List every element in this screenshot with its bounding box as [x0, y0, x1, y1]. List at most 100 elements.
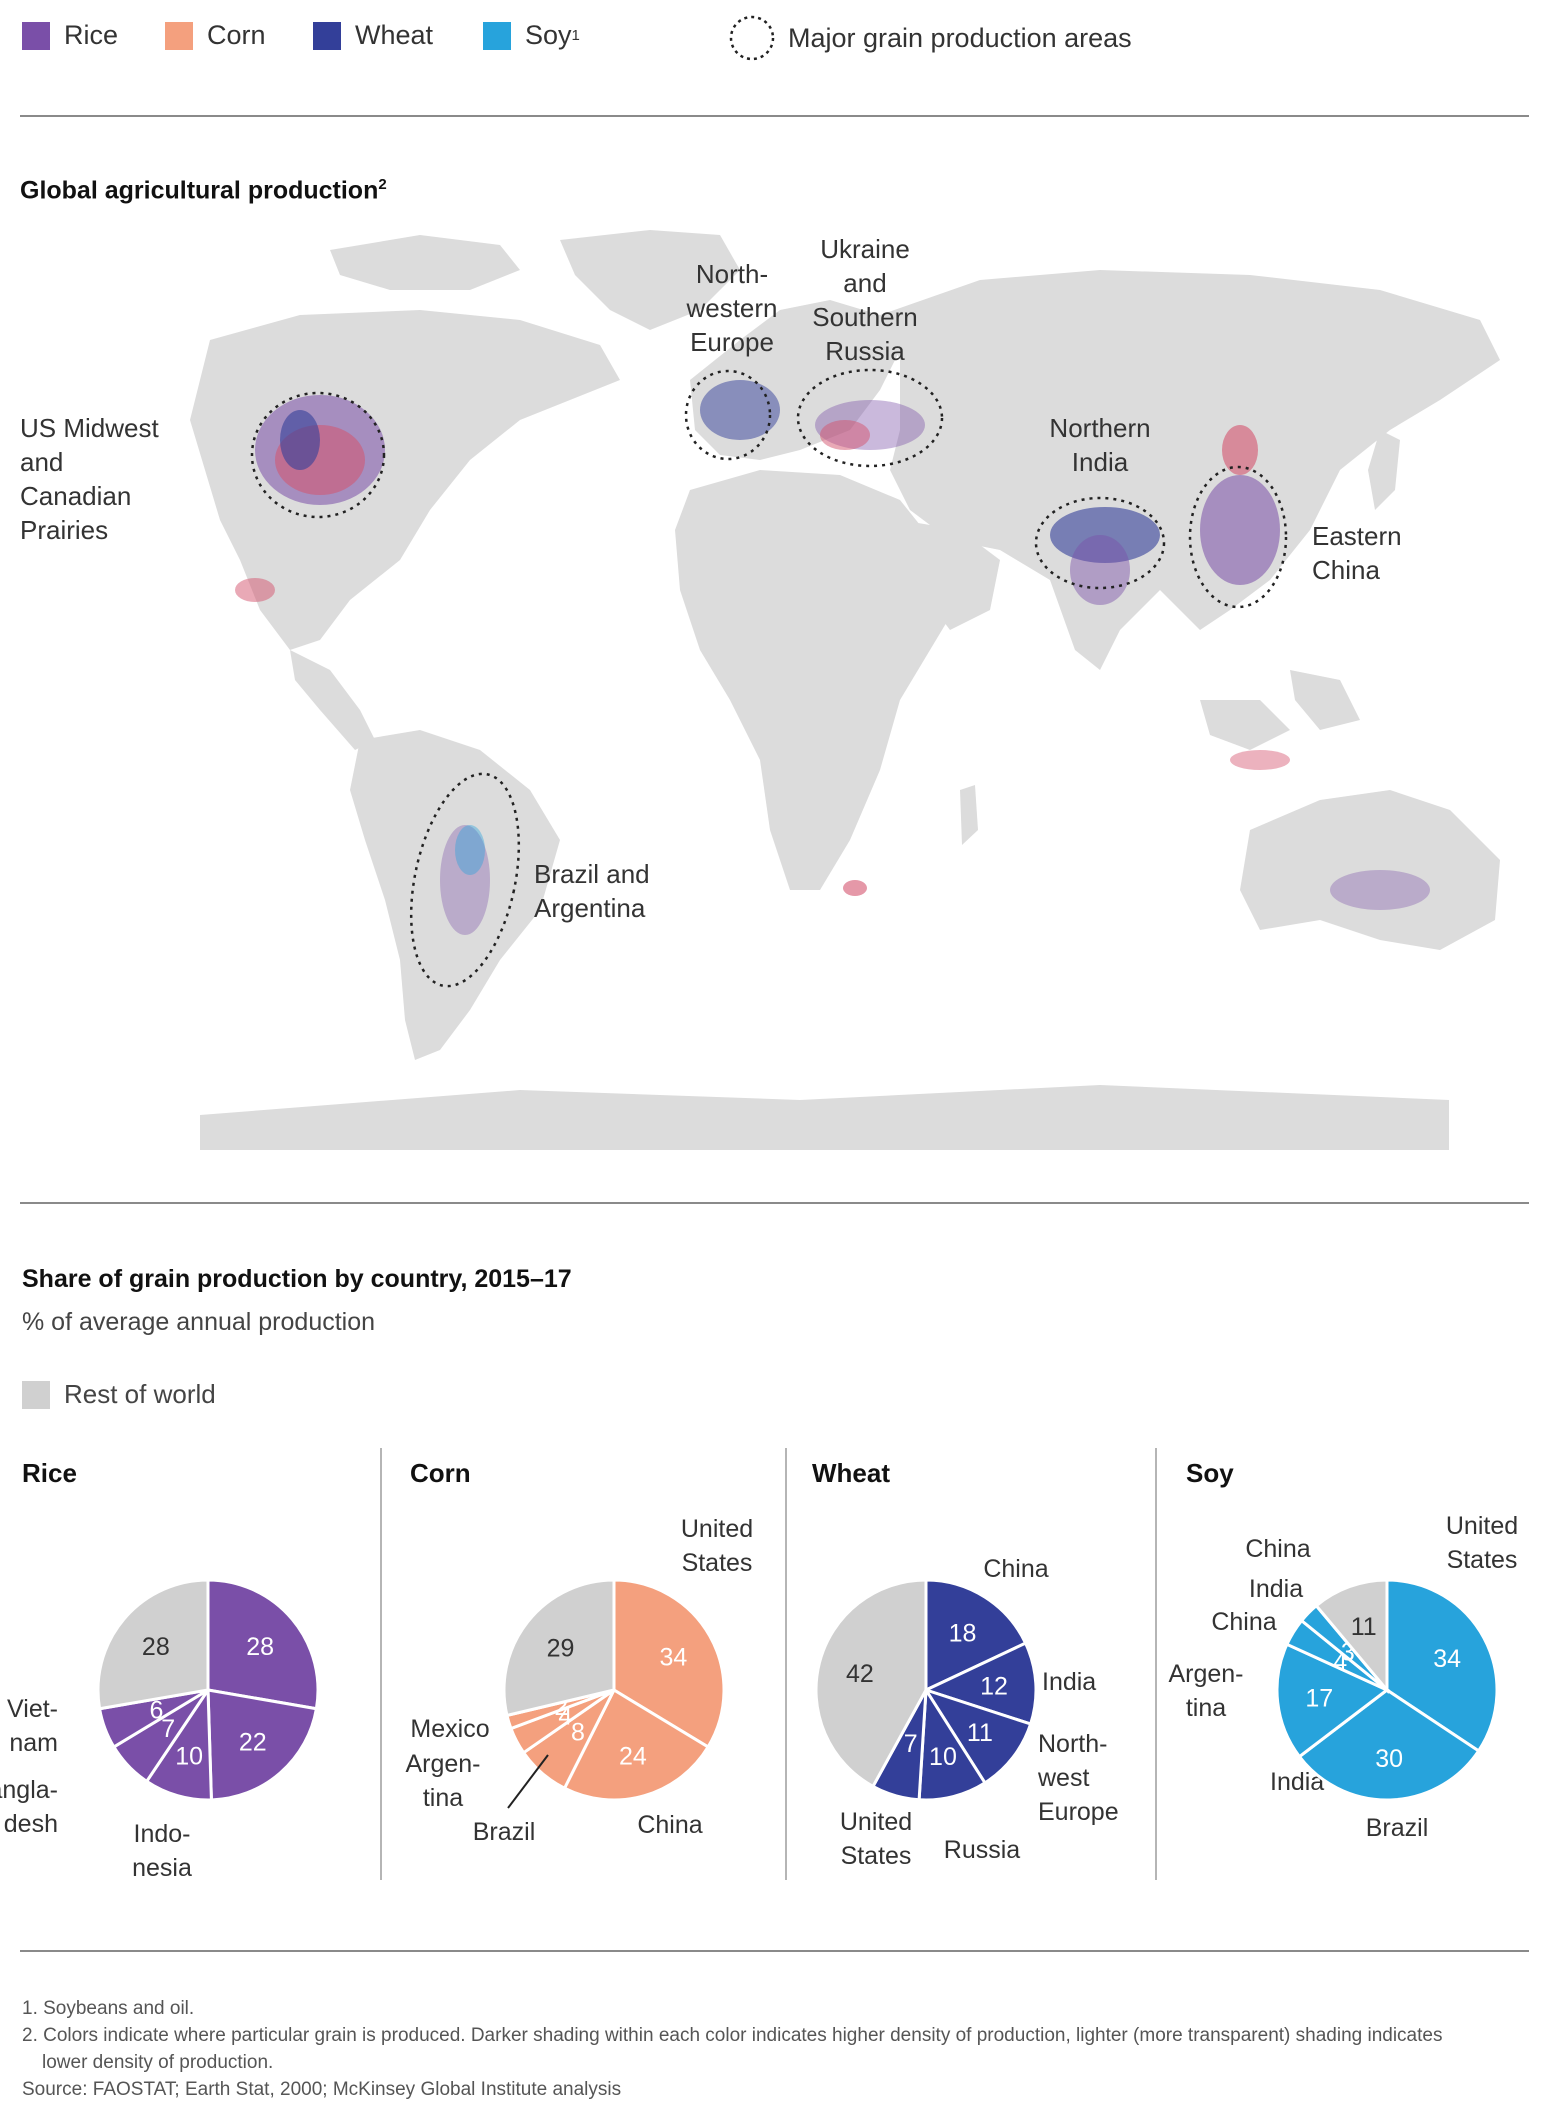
shares-title: Share of grain production by country, 20…	[22, 1265, 572, 1293]
panel-title-soy: Soy	[1186, 1458, 1234, 1488]
pie-country-label: North-west Europe	[1037, 1730, 1119, 1826]
pie-country-label: Viet-nam	[7, 1695, 58, 1757]
dashed-circle-icon	[729, 15, 775, 61]
area-us-midwest	[250, 391, 386, 519]
pie-country-label: China	[1211, 1608, 1276, 1636]
pie-value-label: 28	[246, 1633, 274, 1661]
pie-chart-rice: 2822107628ChinaIndiaIndo-nesiaBangla-des…	[0, 1535, 1324, 1882]
pie-country-label: Brazil	[1366, 1814, 1429, 1842]
pie-slice-brazil	[1297, 1688, 1481, 1802]
world-map	[190, 230, 1500, 1150]
pie-country-label: United States	[681, 1515, 753, 1577]
area-ukraine	[796, 368, 944, 468]
shares-subtitle: % of average annual production	[22, 1308, 376, 1336]
map-title: Global agricultural production2	[20, 176, 387, 205]
map-title-text: Global agricultural production	[20, 176, 379, 205]
pie-value-label: 29	[547, 1635, 575, 1663]
pie-value-label: 12	[980, 1673, 1008, 1701]
legend-swatch-rest	[22, 1380, 50, 1409]
legend-areas: Major grain production areas	[728, 14, 1132, 62]
legend-soy: Soy 1	[483, 20, 580, 51]
legend-swatch-rice	[22, 21, 50, 50]
map-label-ukraine: Ukraine and Southern Russia	[812, 234, 918, 366]
pie-value-label: 8	[571, 1719, 585, 1747]
legend-swatch-corn	[165, 21, 193, 50]
legend-swatch-wheat	[313, 21, 341, 50]
pie-slice-argentina	[1275, 1642, 1390, 1759]
pie-value-label: 10	[175, 1743, 203, 1771]
legend-label-soy: Soy	[525, 20, 572, 50]
pie-slice-rest-of-world	[814, 1578, 928, 1789]
divider-top	[20, 115, 1529, 117]
pie-country-label: United States	[1446, 1512, 1518, 1574]
pie-value-label: 18	[949, 1619, 977, 1647]
panel-separator	[785, 1448, 787, 1880]
legend-label-wheat: Wheat	[355, 20, 434, 50]
pie-value-label: 34	[1433, 1645, 1461, 1673]
legend-label-rice: Rice	[64, 20, 119, 50]
pie-value-label: 11	[967, 1719, 993, 1747]
panel-title-rice: Rice	[22, 1458, 77, 1488]
pie-slice-india	[206, 1688, 319, 1802]
map-label-us: US Midwest and Canadian Prairies	[20, 413, 159, 545]
panel-separator	[1155, 1448, 1157, 1880]
pie-country-label: China	[1245, 1535, 1310, 1563]
legend-rest-of-world: Rest of world	[22, 1379, 216, 1410]
panel-title-corn: Corn	[410, 1458, 471, 1488]
pie-country-label: United States	[840, 1808, 912, 1870]
pie-country-label: China	[637, 1811, 702, 1839]
pie-country-label: Russia	[944, 1836, 1021, 1864]
footnote-source: Source: FAOSTAT; Earth Stat, 2000; McKin…	[22, 2079, 622, 2100]
footnote-1: 1. Soybeans and oil.	[22, 1998, 195, 2019]
production-area-outlines	[250, 368, 1288, 988]
legend-rice: Rice	[22, 20, 118, 51]
pie-value-label: 17	[1305, 1685, 1333, 1713]
pie-country-label: India	[1042, 1668, 1096, 1696]
legend-swatch-soy	[483, 21, 511, 50]
pie-slice-china	[206, 1578, 320, 1711]
pie-value-label: 7	[161, 1715, 175, 1743]
pie-value-label: 22	[239, 1728, 267, 1756]
map-label-nw-europe: North- western Europe	[686, 259, 778, 357]
area-northern-india	[1034, 496, 1166, 590]
pie-country-label: India	[1249, 1575, 1303, 1603]
pie-value-label: 42	[846, 1660, 874, 1688]
pie-country-label: Bangla-desh	[0, 1776, 58, 1838]
pie-charts: 2822107628ChinaIndiaIndo-nesiaBangla-des…	[0, 1512, 1518, 1882]
area-eastern-china	[1188, 465, 1288, 609]
pie-slice-rest-of-world	[96, 1578, 210, 1711]
pie-country-label: Brazil	[473, 1818, 536, 1846]
legend-label-rest: Rest of world	[64, 1379, 216, 1409]
pie-country-label: Argen-tina	[405, 1750, 480, 1812]
map-label-brazil: Brazil and Argentina	[534, 859, 650, 923]
pie-slice-rest-of-world	[1314, 1578, 1389, 1695]
pie-value-label: 34	[660, 1644, 688, 1672]
pie-value-label: 30	[1375, 1745, 1403, 1773]
pie-value-label: 28	[142, 1633, 170, 1661]
pie-slice-india	[921, 1641, 1038, 1726]
pie-country-label: Mexico	[410, 1715, 489, 1743]
area-nw-europe	[684, 369, 772, 461]
production-shading	[235, 380, 1430, 935]
pie-value-label: 24	[619, 1743, 647, 1771]
legend-wheat: Wheat	[313, 20, 433, 51]
pie-country-label: Argen-tina	[1168, 1660, 1243, 1722]
map-label-india: Northern India	[1049, 413, 1151, 477]
leader-line-brazil	[507, 1754, 549, 1809]
pie-slice-china	[924, 1578, 1028, 1693]
map-label-china: Eastern China	[1312, 521, 1402, 585]
pie-value-label: 7	[904, 1730, 918, 1758]
map-title-footnote-mark: 2	[378, 176, 387, 193]
legend-corn: Corn	[165, 20, 266, 51]
panel-separator	[380, 1448, 382, 1880]
pie-slice-rest-of-world	[502, 1578, 616, 1718]
pie-country-label: China	[983, 1555, 1048, 1583]
divider-middle	[20, 1202, 1529, 1204]
pie-value-label: 6	[150, 1696, 164, 1724]
panel-title-wheat: Wheat	[812, 1458, 890, 1488]
pie-value-label: 11	[1351, 1613, 1377, 1641]
area-brazil-argentina	[409, 772, 521, 988]
